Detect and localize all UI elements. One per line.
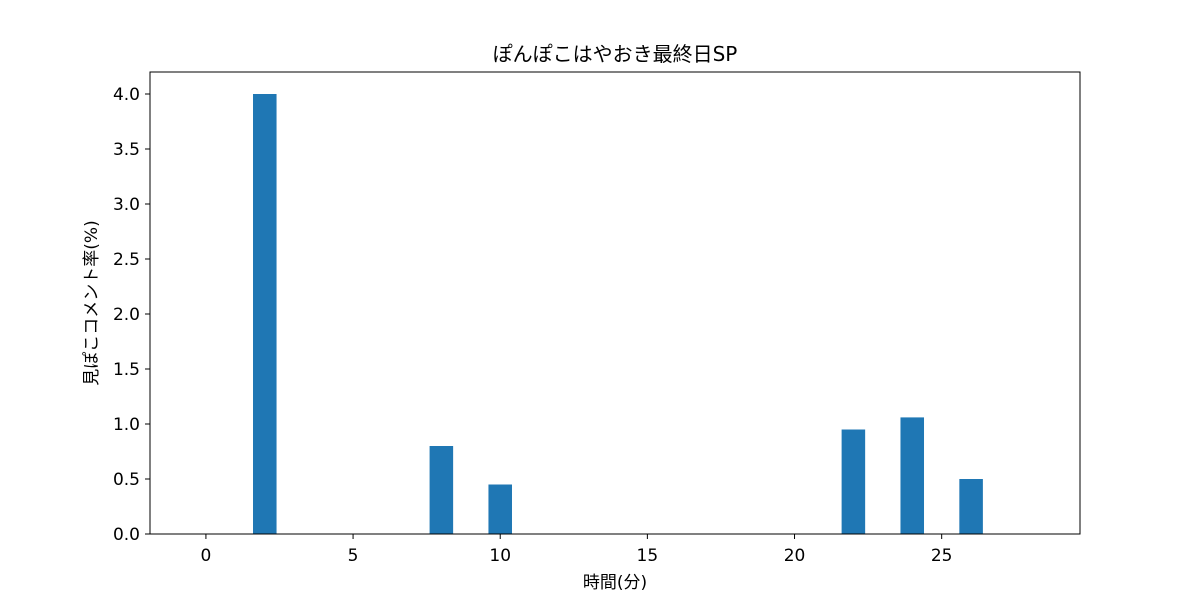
bar-24 bbox=[900, 417, 925, 534]
y-tick-label: 4.0 bbox=[113, 85, 140, 105]
x-tick-label: 10 bbox=[489, 546, 511, 566]
y-tick-label: 0.0 bbox=[113, 525, 140, 545]
x-tick-label: 5 bbox=[348, 546, 359, 566]
bar-8 bbox=[429, 446, 454, 534]
bar-10 bbox=[488, 484, 512, 534]
x-tick-label: 20 bbox=[784, 546, 806, 566]
bar-22 bbox=[841, 429, 866, 534]
y-tick-label: 2.5 bbox=[113, 250, 140, 270]
y-axis-ticks: 0.0 0.5 1.0 1.5 2.0 2.5 3.0 3.5 4.0 bbox=[113, 85, 150, 545]
bar-2 bbox=[253, 94, 277, 534]
x-axis-ticks: 0 5 10 15 20 25 bbox=[201, 534, 953, 566]
y-tick-label: 0.5 bbox=[113, 470, 140, 490]
x-tick-label: 25 bbox=[931, 546, 953, 566]
x-tick-label: 15 bbox=[637, 546, 659, 566]
x-axis-title: 時間(分) bbox=[583, 573, 647, 593]
bars-group bbox=[253, 94, 983, 534]
y-axis-title: 見ぽこコメント率(%) bbox=[82, 220, 102, 385]
y-tick-label: 1.0 bbox=[113, 415, 140, 435]
chart-title: ぽんぽこはやおき最終日SP bbox=[493, 42, 738, 66]
bar-26 bbox=[959, 479, 983, 534]
y-tick-label: 2.0 bbox=[113, 305, 140, 325]
plot-area-frame bbox=[149, 71, 1081, 535]
y-tick-label: 1.5 bbox=[113, 360, 140, 380]
y-tick-label: 3.5 bbox=[113, 140, 140, 160]
x-tick-label: 0 bbox=[201, 546, 212, 566]
y-tick-label: 3.0 bbox=[113, 195, 140, 215]
